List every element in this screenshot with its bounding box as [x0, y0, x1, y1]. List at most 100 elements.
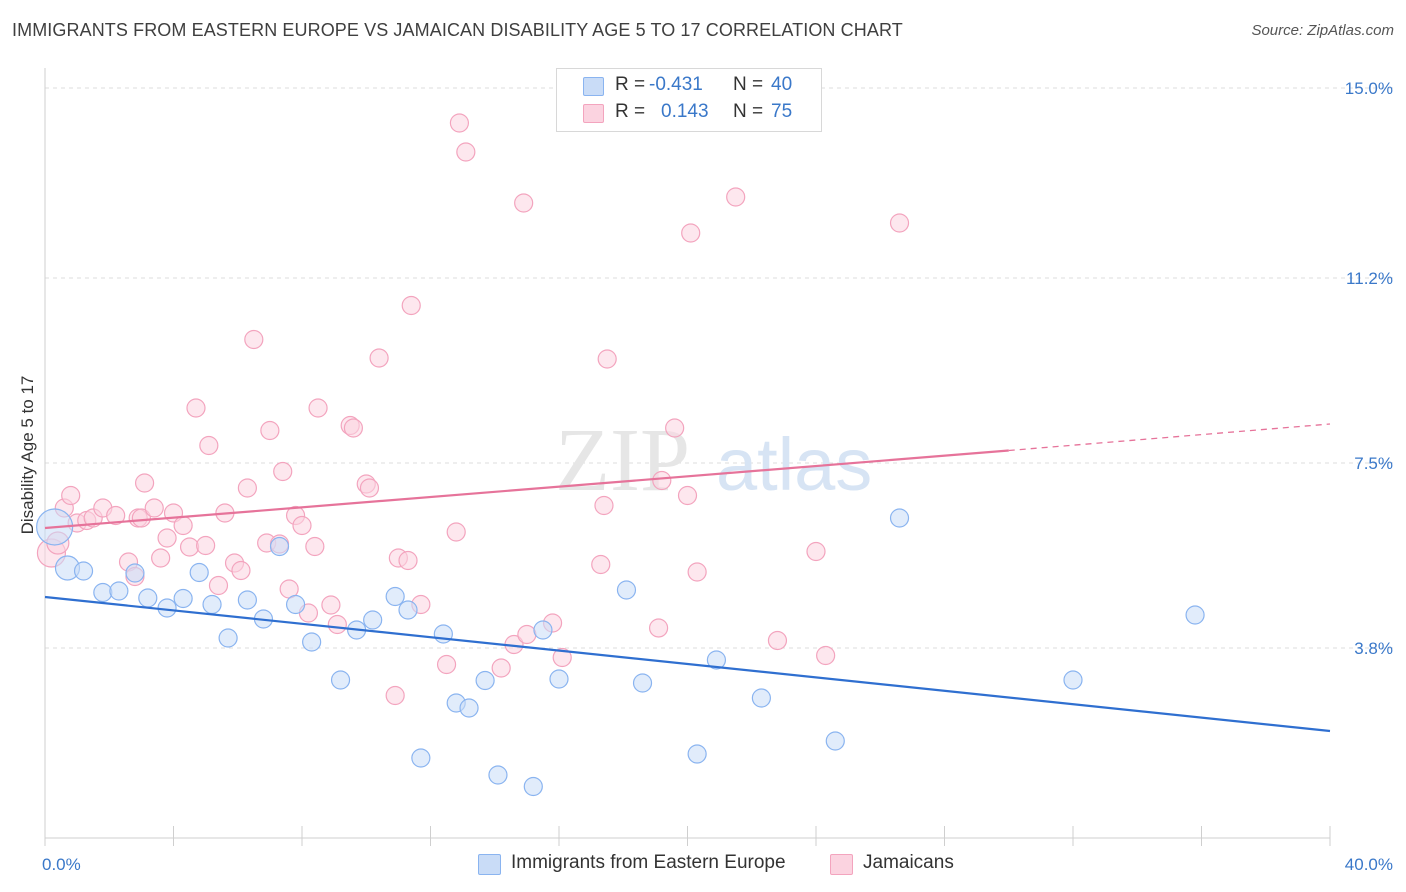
data-point — [273, 461, 293, 482]
data-point — [151, 548, 171, 568]
data-point — [681, 223, 701, 243]
source-note: Source: ZipAtlas.com — [1251, 22, 1394, 39]
data-point — [369, 348, 389, 368]
data-point — [179, 537, 200, 557]
r-label: R = — [615, 101, 646, 122]
data-point — [436, 654, 457, 675]
x-ticks — [44, 826, 1331, 846]
data-point — [889, 213, 910, 233]
n-value: 75 — [771, 101, 793, 122]
watermark: ZIP atlas — [555, 411, 872, 510]
data-point — [533, 620, 553, 640]
data-point — [218, 628, 238, 648]
data-point — [726, 187, 746, 207]
data-point — [173, 588, 193, 609]
legend-swatch-jamaicans — [830, 854, 853, 875]
trend-line-eastern-europe — [44, 595, 1331, 733]
trend-line-jamaicans-extension — [1008, 423, 1331, 452]
data-point — [305, 536, 325, 557]
data-point — [456, 142, 476, 162]
data-point — [208, 575, 229, 596]
data-point — [687, 562, 707, 582]
data-point — [196, 535, 216, 556]
n-label: N = — [733, 74, 764, 95]
data-point — [446, 522, 466, 542]
data-point — [706, 650, 727, 670]
data-point — [321, 595, 341, 615]
data-point — [173, 515, 193, 536]
watermark-atlas: atlas — [716, 423, 872, 506]
data-point — [244, 329, 264, 350]
data-point — [632, 673, 653, 693]
data-point — [652, 470, 672, 491]
data-point — [591, 554, 611, 575]
data-point — [302, 632, 322, 652]
data-point — [73, 561, 94, 581]
data-point — [616, 580, 637, 600]
data-point — [134, 473, 155, 493]
data-point — [109, 581, 129, 601]
data-point — [816, 645, 836, 666]
data-point — [237, 478, 257, 498]
data-point — [491, 658, 511, 678]
data-point — [751, 688, 771, 708]
data-point — [237, 590, 257, 610]
legend-label: Jamaicans — [863, 852, 954, 873]
y-axis-label: Disability Age 5 to 17 — [18, 376, 37, 535]
data-point — [308, 398, 328, 418]
data-point — [186, 398, 206, 418]
data-point — [285, 594, 306, 615]
data-point — [514, 193, 534, 213]
stats-swatch-jamaicans — [583, 104, 604, 123]
data-point — [93, 582, 113, 603]
data-point — [597, 349, 617, 369]
y-tick-label: 7.5% — [1354, 454, 1393, 473]
data-point — [475, 670, 495, 691]
data-point — [260, 420, 280, 441]
data-point — [61, 485, 81, 506]
data-point — [330, 670, 351, 690]
data-point — [594, 495, 614, 516]
trend-line-jamaicans — [44, 449, 1009, 530]
data-point — [648, 618, 669, 638]
data-point — [363, 610, 383, 630]
data-point — [398, 600, 418, 620]
gridlines — [45, 87, 1393, 649]
data-point — [665, 418, 685, 438]
data-point — [1185, 605, 1205, 625]
data-point — [385, 586, 405, 607]
data-point — [106, 505, 126, 526]
data-point — [359, 478, 380, 498]
data-point — [677, 485, 698, 506]
trend-lines — [44, 423, 1331, 733]
y-tick-label: 3.8% — [1354, 639, 1393, 658]
series-jamaicans — [36, 113, 910, 706]
stats-swatch-eastern-europe — [583, 77, 604, 96]
stats-row-jamaicans: R = 0.143 N = 75 — [557, 101, 821, 127]
data-point — [806, 541, 826, 562]
chart-title: IMMIGRANTS FROM EASTERN EUROPE VS JAMAIC… — [12, 20, 903, 40]
data-point — [189, 562, 209, 583]
r-value: -0.431 — [649, 74, 703, 95]
correlation-stats-box: R = -0.431 N = 40 R = 0.143 N = 75 — [556, 68, 822, 132]
data-point — [459, 698, 479, 718]
data-point — [687, 744, 707, 764]
data-point — [131, 508, 151, 528]
data-point — [1063, 670, 1083, 690]
data-point — [327, 614, 347, 635]
data-point — [825, 731, 845, 751]
data-point — [125, 563, 145, 583]
data-point — [488, 765, 508, 785]
data-point — [398, 550, 418, 571]
n-label: N = — [733, 101, 764, 122]
data-point — [385, 685, 405, 706]
data-point — [767, 630, 788, 651]
r-value: 0.143 — [661, 101, 709, 122]
x-tick-label-max: 40.0% — [1345, 855, 1393, 874]
data-point — [889, 508, 910, 528]
data-point — [269, 536, 290, 557]
stats-row-eastern-europe: R = -0.431 N = 40 — [557, 74, 821, 100]
data-point — [231, 560, 251, 581]
y-tick-label: 15.0% — [1345, 79, 1393, 98]
